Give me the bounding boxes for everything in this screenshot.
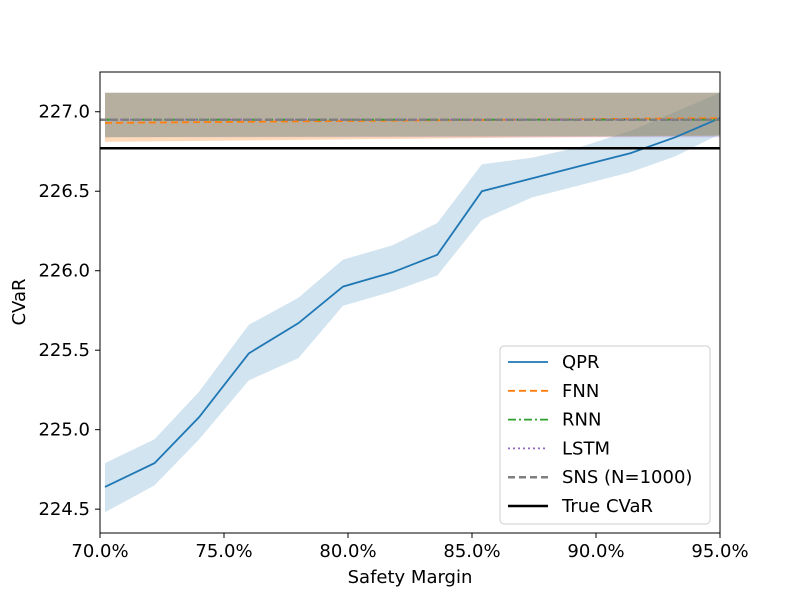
legend-label: RNN — [562, 410, 601, 431]
y-tick-label: 226.0 — [38, 261, 90, 282]
band-qpr — [105, 92, 720, 513]
legend-label: SNS (N=1000) — [562, 467, 692, 488]
legend: QPR FNN RNN LSTM SNS (N=1000) True CVaR — [499, 345, 711, 525]
x-axis-label: Safety Margin — [348, 567, 473, 588]
confidence-bands — [105, 92, 720, 513]
legend-label: QPR — [562, 352, 600, 373]
x-axis-ticks: 70.0% 75.0% 80.0% 85.0% 90.0% 95.0% — [71, 533, 749, 562]
y-tick-label: 226.5 — [38, 181, 90, 202]
y-tick-label: 225.5 — [38, 340, 90, 361]
legend-label: True CVaR — [561, 496, 653, 517]
y-tick-label: 224.5 — [38, 499, 90, 520]
legend-label: LSTM — [562, 438, 610, 459]
y-axis-ticks: 224.5 225.0 225.5 226.0 226.5 227.0 — [38, 102, 100, 520]
y-tick-label: 225.0 — [38, 420, 90, 441]
x-tick-label: 70.0% — [71, 541, 128, 562]
x-tick-label: 90.0% — [567, 541, 624, 562]
band-lstm — [105, 92, 720, 138]
legend-label: FNN — [562, 381, 599, 402]
y-tick-label: 227.0 — [38, 102, 90, 123]
plot-frame — [99, 71, 721, 534]
series-line-qpr — [104, 117, 721, 488]
legend-box — [499, 345, 711, 525]
x-tick-label: 80.0% — [319, 541, 376, 562]
x-tick-label: 95.0% — [691, 541, 748, 562]
x-tick-label: 75.0% — [195, 541, 252, 562]
band-fnn — [105, 92, 720, 142]
series-lines — [100, 117, 721, 488]
y-axis-label: CVaR — [9, 278, 30, 325]
x-tick-label: 85.0% — [443, 541, 500, 562]
band-rnn — [105, 92, 720, 138]
